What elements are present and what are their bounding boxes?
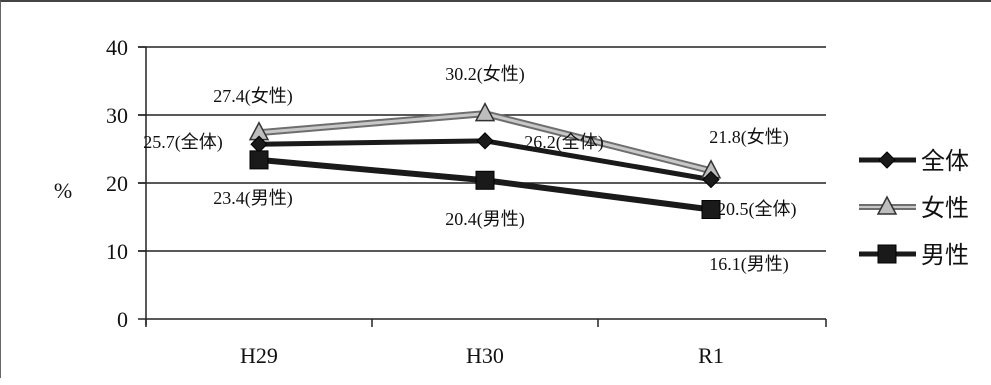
axes: 0 10 20 30 40 H29 H30 R1	[106, 35, 827, 368]
legend-label-女性: 女性	[921, 195, 969, 222]
point-全体-H30	[476, 132, 494, 150]
data-label-男性-R1: 16.1(男性)	[709, 254, 789, 275]
series-markers	[248, 102, 722, 220]
point-全体-R1	[702, 170, 720, 189]
legend-label-全体: 全体	[921, 148, 969, 175]
legend-marker-男性	[877, 244, 897, 264]
x-tick-label-H29: H29	[240, 343, 278, 368]
data-label-女性-H29: 27.4(女性)	[213, 86, 293, 107]
legend-marker-全体	[878, 151, 896, 169]
data-label-女性-H30: 30.2(女性)	[445, 64, 525, 85]
y-tick-label-30: 30	[106, 103, 128, 128]
data-label-男性-H30: 20.4(男性)	[445, 209, 525, 230]
point-男性-H30	[475, 170, 495, 190]
y-tick-label-10: 10	[106, 239, 128, 264]
point-男性-H29	[249, 150, 269, 170]
data-label-全体-H30: 26.2(全体)	[524, 132, 604, 153]
data-label-全体-H29: 25.7(全体)	[143, 132, 223, 153]
y-tick-label-40: 40	[106, 35, 128, 60]
data-label-男性-H29: 23.4(男性)	[213, 188, 293, 209]
data-label-女性-R1: 21.8(女性)	[709, 127, 789, 148]
legend-marker-女性	[876, 195, 898, 215]
series-lines	[258, 110, 712, 213]
x-tick-label-R1: R1	[698, 343, 724, 368]
legend-label-男性: 男性	[921, 242, 969, 269]
y-tick-label-0: 0	[117, 307, 128, 332]
point-男性-R1	[701, 200, 721, 220]
y-tick-label-20: 20	[106, 171, 128, 196]
point-女性-H30	[474, 102, 496, 122]
x-tick-label-H30: H30	[466, 343, 504, 368]
data-label-全体-R1: 20.5(全体)	[717, 199, 797, 220]
data-labels: 25.7(全体) 26.2(全体) 20.5(全体) 27.4(女性) 30.2(女性)…	[143, 64, 796, 275]
y-axis-label: %	[54, 178, 72, 203]
